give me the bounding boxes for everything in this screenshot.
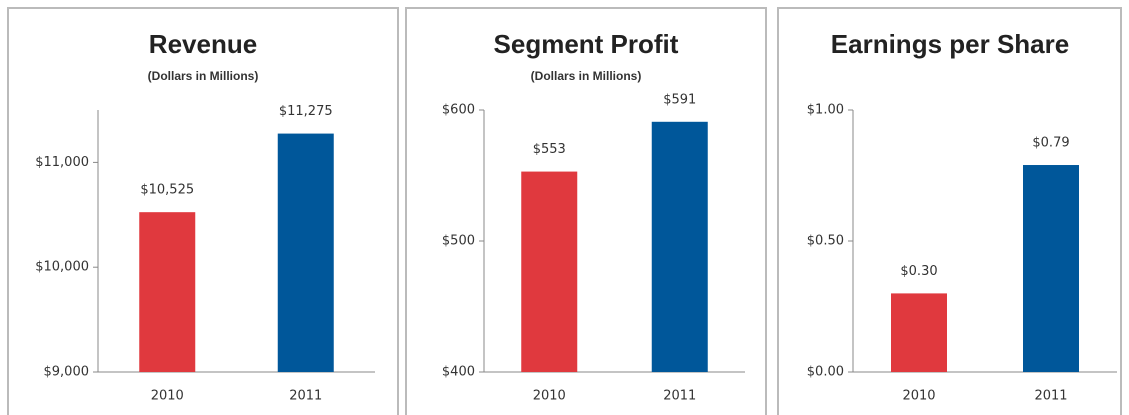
chart-subtitle: (Dollars in Millions) (531, 69, 642, 83)
x-tick-label: 2011 (289, 389, 322, 404)
y-tick-label: $600 (442, 103, 475, 118)
value-label: $591 (663, 92, 696, 107)
bar (891, 293, 947, 372)
bar (1023, 165, 1079, 372)
bar (651, 121, 708, 372)
y-tick-label: $0.00 (807, 365, 844, 380)
x-tick-label: 2010 (902, 389, 935, 404)
value-label: $11,275 (279, 104, 333, 119)
y-tick-label: $1.00 (807, 103, 844, 118)
x-tick-label: 2010 (151, 389, 184, 404)
panel-border (777, 7, 1122, 415)
chart-title: Segment Profit (494, 29, 679, 59)
y-tick-label: $500 (442, 234, 475, 249)
y-tick-label: $0.50 (807, 234, 844, 249)
x-tick-label: 2010 (533, 389, 566, 404)
y-tick-label: $9,000 (44, 365, 90, 380)
value-label: $10,525 (140, 183, 194, 198)
bar (521, 171, 578, 372)
value-label: $553 (533, 142, 566, 157)
chart-title: Earnings per Share (831, 29, 1069, 59)
y-tick-label: $11,000 (35, 155, 89, 170)
value-label: $0.79 (1032, 136, 1069, 151)
chart-subtitle: (Dollars in Millions) (148, 69, 259, 83)
y-tick-label: $10,000 (35, 260, 89, 275)
bar (139, 212, 196, 372)
x-tick-label: 2011 (663, 389, 696, 404)
chart-title: Revenue (149, 29, 257, 59)
value-label: $0.30 (900, 264, 937, 279)
x-tick-label: 2011 (1034, 389, 1067, 404)
panel-border (405, 7, 767, 415)
bar (277, 133, 334, 372)
panel-border (7, 7, 399, 415)
y-tick-label: $400 (442, 365, 475, 380)
